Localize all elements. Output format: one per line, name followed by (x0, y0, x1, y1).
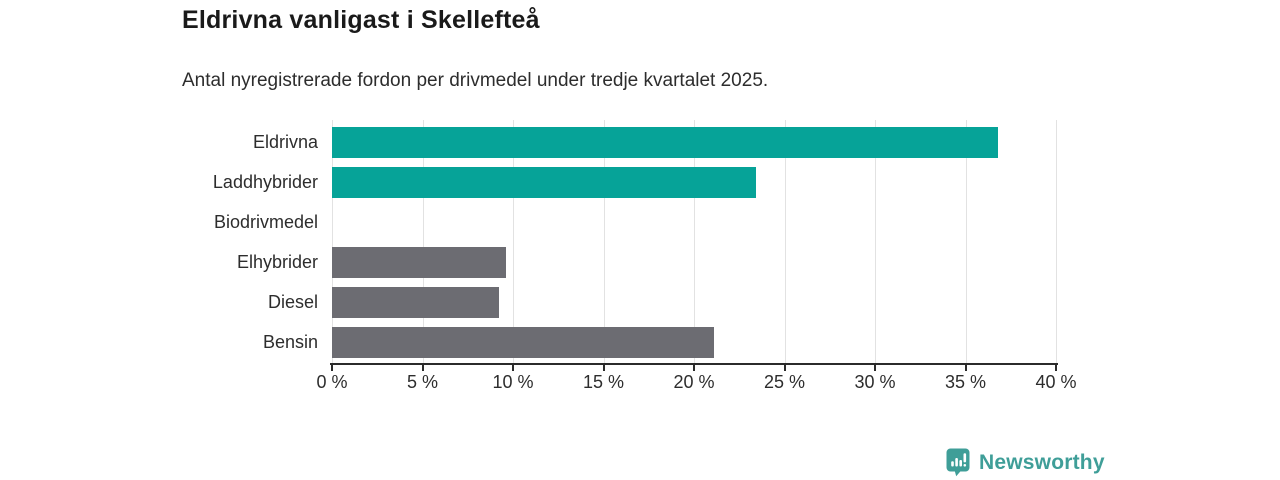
x-axis-tick (783, 365, 786, 371)
category-label: Biodrivmedel (213, 212, 318, 232)
bar-eldrivna (332, 127, 999, 158)
x-axis-tick (512, 365, 514, 371)
gridline (1056, 120, 1057, 363)
x-tick-label: 15 % (582, 372, 625, 392)
x-tick-label: 40 % (1035, 372, 1077, 392)
x-tick-label: 25 % (763, 372, 806, 392)
bar-bensin (332, 327, 714, 358)
x-axis-tick (602, 365, 605, 371)
bar-row (332, 160, 1056, 200)
chart-subtitle: Antal nyregistrerade fordon per drivmede… (182, 70, 769, 91)
bar-row (332, 280, 1056, 320)
gridline (513, 120, 514, 363)
y-axis-labels: Eldrivna Laddhybrider Biodrivmedel Elhybrid… (0, 122, 318, 362)
bar-row (332, 200, 1056, 240)
gridline (332, 120, 333, 363)
newsworthy-wordmark: Newsworthy (979, 450, 1105, 474)
chart-title: Eldrivna vanligast i Skellefteå (182, 6, 540, 34)
gridline (784, 120, 786, 363)
category-label: Bensin (262, 332, 318, 352)
bar-row (332, 120, 1056, 160)
bar-row (332, 240, 1056, 280)
x-tick-label: 10 % (492, 372, 534, 392)
bar-elhybrider (332, 247, 506, 278)
x-axis-line (330, 363, 1058, 365)
category-label: Elhybrider (236, 252, 318, 272)
x-tick-label: 0 % (316, 372, 348, 392)
category-label: Laddhybrider (212, 172, 318, 192)
gridline (603, 120, 605, 363)
x-tick-label: 30 % (854, 372, 896, 392)
x-axis-tick (331, 365, 333, 371)
bar-diesel (332, 287, 499, 318)
plot-area (332, 120, 1057, 363)
x-axis-tick (874, 365, 876, 371)
newsworthy-badge-icon (946, 448, 970, 477)
x-axis-tick (1055, 365, 1057, 371)
x-tick-label: 5 % (406, 372, 439, 392)
x-tick-label: 35 % (944, 372, 987, 392)
newsworthy-logo: Newsworthy (946, 448, 1105, 477)
category-label: Eldrivna (252, 132, 318, 152)
x-tick-label: 20 % (673, 372, 715, 392)
category-label: Diesel (267, 292, 318, 312)
bar-laddhybrider (332, 167, 756, 198)
gridline (875, 120, 876, 363)
gridline (965, 120, 967, 363)
x-axis-tick (421, 365, 424, 371)
bars-layer (332, 120, 1056, 360)
gridline (694, 120, 695, 363)
gridline (422, 120, 424, 363)
x-axis-tick (693, 365, 695, 371)
bar-row (332, 320, 1056, 360)
x-axis-tick (964, 365, 967, 371)
